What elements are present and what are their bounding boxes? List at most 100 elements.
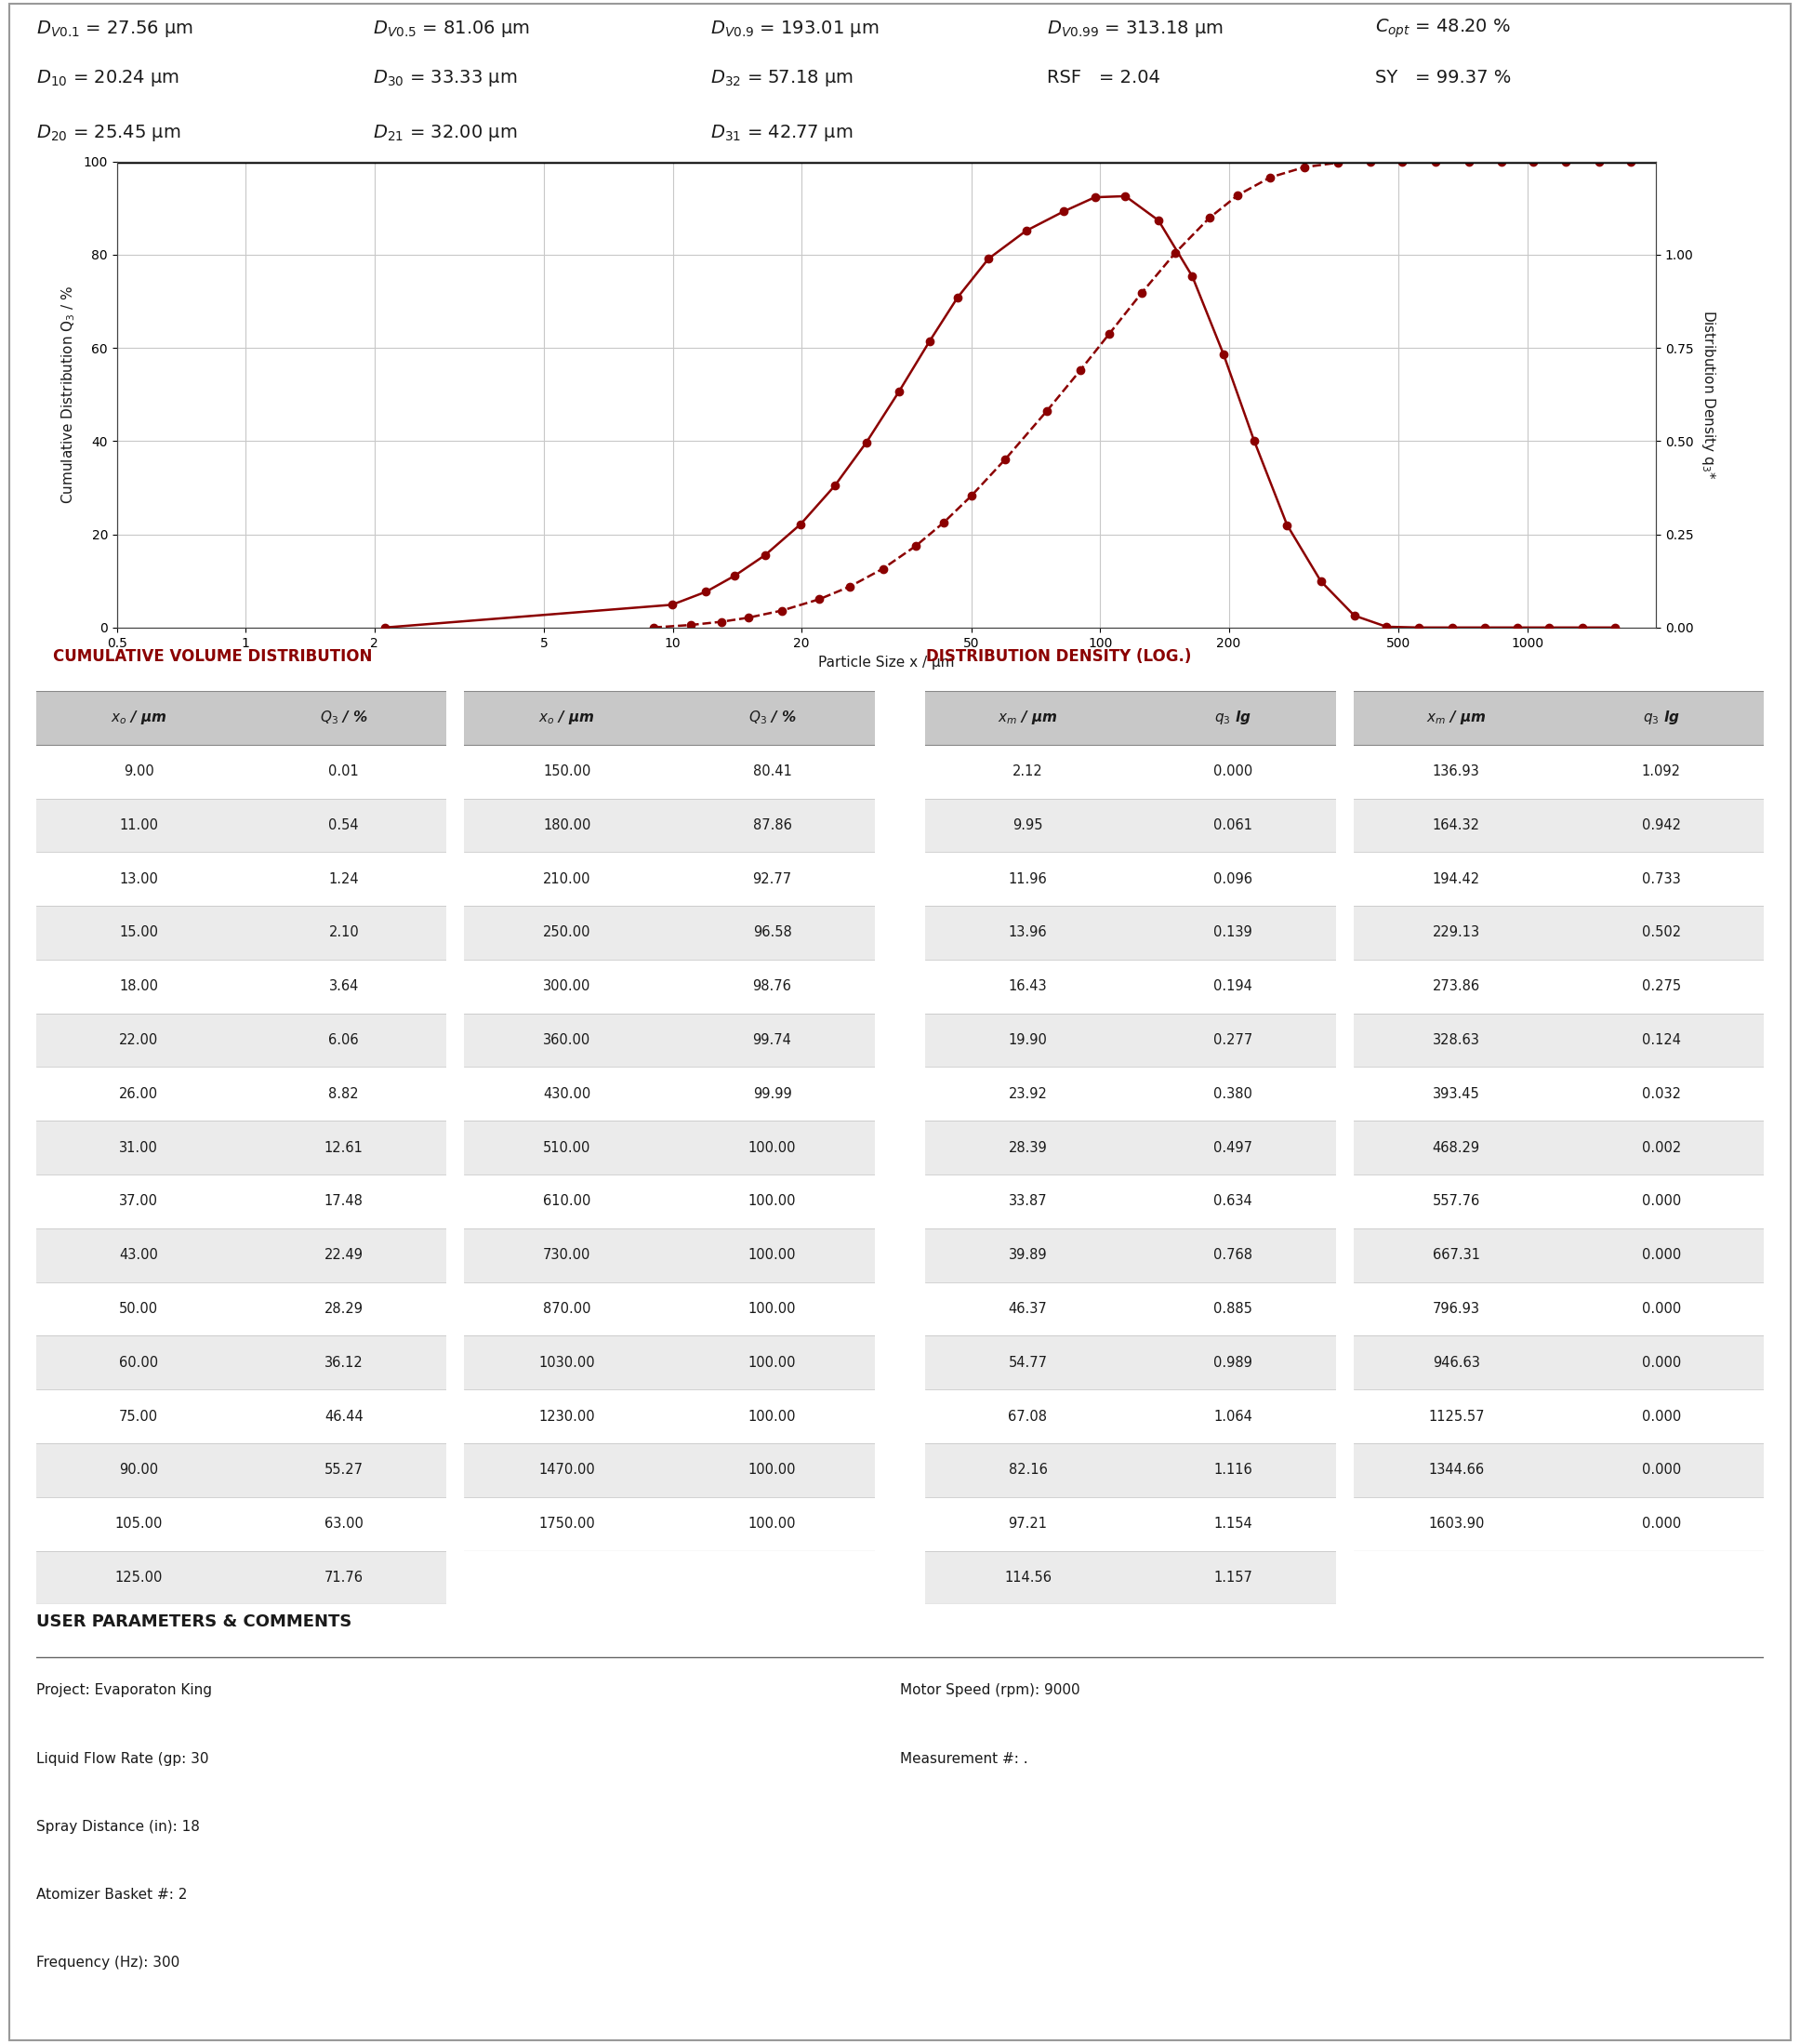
Text: 1344.66: 1344.66 — [1427, 1464, 1485, 1478]
Text: 46.44: 46.44 — [324, 1410, 364, 1423]
Text: $C_{opt}$ = 48.20 %: $C_{opt}$ = 48.20 % — [1375, 18, 1510, 41]
Text: $D_{20}$ = 25.45 μm: $D_{20}$ = 25.45 μm — [36, 123, 180, 143]
Bar — [464, 1120, 875, 1175]
Text: 796.93: 796.93 — [1433, 1302, 1480, 1316]
Bar — [36, 1282, 446, 1337]
Text: 17.48: 17.48 — [324, 1194, 364, 1208]
Text: 0.54: 0.54 — [329, 818, 358, 832]
Text: 557.76: 557.76 — [1433, 1194, 1480, 1208]
Text: SY   = 99.37 %: SY = 99.37 % — [1375, 69, 1512, 86]
Text: 0.000: 0.000 — [1642, 1249, 1681, 1263]
Text: 610.00: 610.00 — [544, 1194, 590, 1208]
Bar — [1354, 1337, 1764, 1390]
Text: Spray Distance (in): 18: Spray Distance (in): 18 — [36, 1819, 200, 1833]
Bar — [1354, 691, 1764, 744]
Text: 50.00: 50.00 — [119, 1302, 158, 1316]
Text: 0.497: 0.497 — [1213, 1141, 1253, 1155]
Bar — [1354, 1067, 1764, 1120]
Text: 12.61: 12.61 — [324, 1141, 364, 1155]
Text: 18.00: 18.00 — [119, 979, 158, 993]
Text: 100.00: 100.00 — [749, 1141, 796, 1155]
Text: CUMULATIVE VOLUME DISTRIBUTION: CUMULATIVE VOLUME DISTRIBUTION — [54, 648, 373, 664]
Text: 8.82: 8.82 — [329, 1087, 358, 1102]
Bar — [1354, 1282, 1764, 1337]
Bar — [464, 905, 875, 959]
Y-axis label: Distribution Density q$_{3}$*: Distribution Density q$_{3}$* — [1699, 309, 1717, 480]
Bar — [925, 1282, 1336, 1337]
Bar — [464, 1496, 875, 1551]
Bar — [925, 1175, 1336, 1228]
Text: 100.00: 100.00 — [749, 1410, 796, 1423]
Text: 0.000: 0.000 — [1213, 764, 1253, 779]
Text: $D_{31}$ = 42.77 μm: $D_{31}$ = 42.77 μm — [709, 123, 853, 143]
Text: 100.00: 100.00 — [749, 1517, 796, 1531]
Text: 250.00: 250.00 — [544, 926, 590, 940]
Text: 273.86: 273.86 — [1433, 979, 1480, 993]
Text: 1.064: 1.064 — [1213, 1410, 1253, 1423]
Text: 54.77: 54.77 — [1008, 1355, 1048, 1369]
Text: 80.41: 80.41 — [752, 764, 792, 779]
Bar — [36, 1175, 446, 1228]
Bar — [464, 799, 875, 852]
Bar — [36, 1551, 446, 1605]
Text: 0.989: 0.989 — [1213, 1355, 1253, 1369]
Text: 13.96: 13.96 — [1008, 926, 1048, 940]
Text: 31.00: 31.00 — [119, 1141, 158, 1155]
Text: 0.000: 0.000 — [1642, 1302, 1681, 1316]
Bar — [925, 1014, 1336, 1067]
Text: 1.157: 1.157 — [1213, 1570, 1253, 1584]
Bar — [925, 799, 1336, 852]
Bar — [1354, 1443, 1764, 1496]
Bar — [464, 1443, 875, 1496]
Text: 9.95: 9.95 — [1013, 818, 1042, 832]
Text: 430.00: 430.00 — [544, 1087, 590, 1102]
Text: 55.27: 55.27 — [324, 1464, 364, 1478]
Bar — [925, 1443, 1336, 1496]
Text: 105.00: 105.00 — [115, 1517, 162, 1531]
Text: 229.13: 229.13 — [1433, 926, 1480, 940]
Text: 90.00: 90.00 — [119, 1464, 158, 1478]
Text: 328.63: 328.63 — [1433, 1032, 1480, 1047]
Bar — [464, 744, 875, 799]
Text: 1603.90: 1603.90 — [1427, 1517, 1485, 1531]
Text: 210.00: 210.00 — [544, 873, 590, 885]
Bar — [464, 1175, 875, 1228]
Text: 0.502: 0.502 — [1642, 926, 1681, 940]
Y-axis label: Cumulative Distribution Q$_3$ / %: Cumulative Distribution Q$_3$ / % — [59, 284, 77, 505]
Text: 0.000: 0.000 — [1642, 1517, 1681, 1531]
Text: 9.00: 9.00 — [124, 764, 153, 779]
Bar — [1354, 1175, 1764, 1228]
Text: 33.87: 33.87 — [1008, 1194, 1048, 1208]
Text: $D_{V0.99}$ = 313.18 μm: $D_{V0.99}$ = 313.18 μm — [1048, 18, 1224, 39]
Bar — [925, 959, 1336, 1014]
Bar — [925, 1120, 1336, 1175]
Text: 114.56: 114.56 — [1004, 1570, 1051, 1584]
Bar — [925, 1067, 1336, 1120]
Text: $x_m$ / μm: $x_m$ / μm — [1426, 709, 1487, 726]
Text: 136.93: 136.93 — [1433, 764, 1480, 779]
Text: 97.21: 97.21 — [1008, 1517, 1048, 1531]
Text: 15.00: 15.00 — [119, 926, 158, 940]
Text: 87.86: 87.86 — [752, 818, 792, 832]
Text: 99.99: 99.99 — [752, 1087, 792, 1102]
Text: 0.002: 0.002 — [1642, 1141, 1681, 1155]
Text: Frequency (Hz): 300: Frequency (Hz): 300 — [36, 1956, 180, 1970]
Text: 1230.00: 1230.00 — [538, 1410, 596, 1423]
Bar — [464, 1014, 875, 1067]
Text: 26.00: 26.00 — [119, 1087, 158, 1102]
Bar — [36, 852, 446, 905]
Bar — [36, 1390, 446, 1443]
Text: 37.00: 37.00 — [119, 1194, 158, 1208]
Text: 36.12: 36.12 — [324, 1355, 364, 1369]
Text: USER PARAMETERS & COMMENTS: USER PARAMETERS & COMMENTS — [36, 1613, 351, 1629]
Text: 0.000: 0.000 — [1642, 1355, 1681, 1369]
Bar — [36, 959, 446, 1014]
Text: 0.277: 0.277 — [1213, 1032, 1253, 1047]
Text: 1125.57: 1125.57 — [1427, 1410, 1485, 1423]
Text: $D_{21}$ = 32.00 μm: $D_{21}$ = 32.00 μm — [373, 123, 517, 143]
Text: 0.000: 0.000 — [1642, 1410, 1681, 1423]
Text: $D_{32}$ = 57.18 μm: $D_{32}$ = 57.18 μm — [709, 67, 853, 88]
Text: 100.00: 100.00 — [749, 1464, 796, 1478]
Text: 0.032: 0.032 — [1642, 1087, 1681, 1102]
Text: 100.00: 100.00 — [749, 1355, 796, 1369]
